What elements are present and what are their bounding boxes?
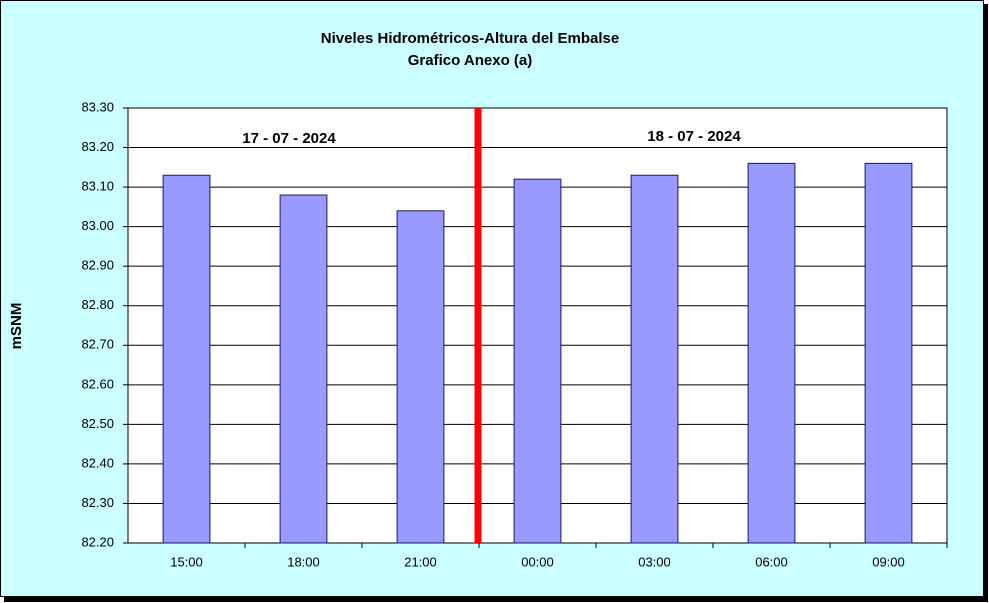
x-tick-label: 21:00 [404,554,437,569]
bar [162,174,211,544]
x-tick-label: 06:00 [755,554,788,569]
y-tick-label: 82.60 [81,376,114,391]
x-tick-label: 15:00 [170,554,203,569]
bar [864,162,913,544]
bar [513,178,562,544]
y-tick-label: 82.20 [81,534,114,549]
y-tick-label: 82.50 [81,416,114,431]
x-tick-label: 18:00 [287,554,320,569]
y-tick-label: 82.70 [81,337,114,352]
x-tick-label: 00:00 [521,554,554,569]
bar [747,162,796,544]
x-tick-label: 09:00 [872,554,905,569]
y-tick-label: 82.80 [81,297,114,312]
y-tick-label: 82.30 [81,495,114,510]
y-axis-label: mSNM [8,303,25,350]
chart-title: Niveles Hidrométricos-Altura del Embalse [321,30,619,47]
y-tick-label: 83.30 [81,99,114,114]
y-tick-label: 83.10 [81,179,114,194]
annotation: 17 - 07 - 2024 [242,130,336,147]
y-tick-label: 82.40 [81,455,114,470]
y-tick-label: 83.20 [81,139,114,154]
annotation: 18 - 07 - 2024 [647,128,741,145]
x-tick-label: 03:00 [638,554,671,569]
bar [279,194,328,544]
bar [396,210,445,544]
y-tick-label: 82.90 [81,258,114,273]
chart-subtitle: Grafico Anexo (a) [408,52,532,69]
bar [630,174,679,544]
y-tick-label: 83.00 [81,218,114,233]
